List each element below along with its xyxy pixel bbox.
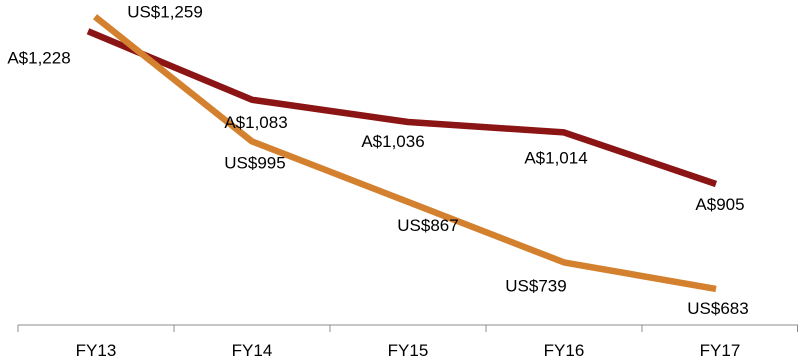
x-tick-label-fy17: FY17 <box>700 341 741 360</box>
data-labels: A$1,228 A$1,083 A$1,036 A$1,014 A$905 US$1,25… <box>7 3 748 318</box>
x-tick-label-fy16: FY16 <box>544 341 585 360</box>
data-label-s1-fy17: A$905 <box>695 195 744 214</box>
data-label-s1-fy16: A$1,014 <box>524 148 587 167</box>
data-label-s1-fy14: A$1,083 <box>224 113 287 132</box>
x-tick-label-fy14: FY14 <box>232 341 273 360</box>
data-label-s2-fy13: US$1,259 <box>127 3 203 22</box>
series-line-1 <box>86 28 718 188</box>
data-label-s2-fy17: US$683 <box>687 299 748 318</box>
data-label-s1-fy13: A$1,228 <box>7 48 70 67</box>
series-layer <box>86 14 718 293</box>
series-line-2 <box>92 14 717 293</box>
x-tick-label-fy15: FY15 <box>388 341 429 360</box>
data-label-s1-fy15: A$1,036 <box>361 132 424 151</box>
data-label-s2-fy15: US$867 <box>397 216 458 235</box>
data-label-s2-fy14: US$995 <box>224 153 285 172</box>
x-tick-label-fy13: FY13 <box>76 341 117 360</box>
data-label-s2-fy16: US$739 <box>505 276 566 295</box>
x-axis: FY13 FY14 FY15 FY16 FY17 <box>17 324 798 360</box>
